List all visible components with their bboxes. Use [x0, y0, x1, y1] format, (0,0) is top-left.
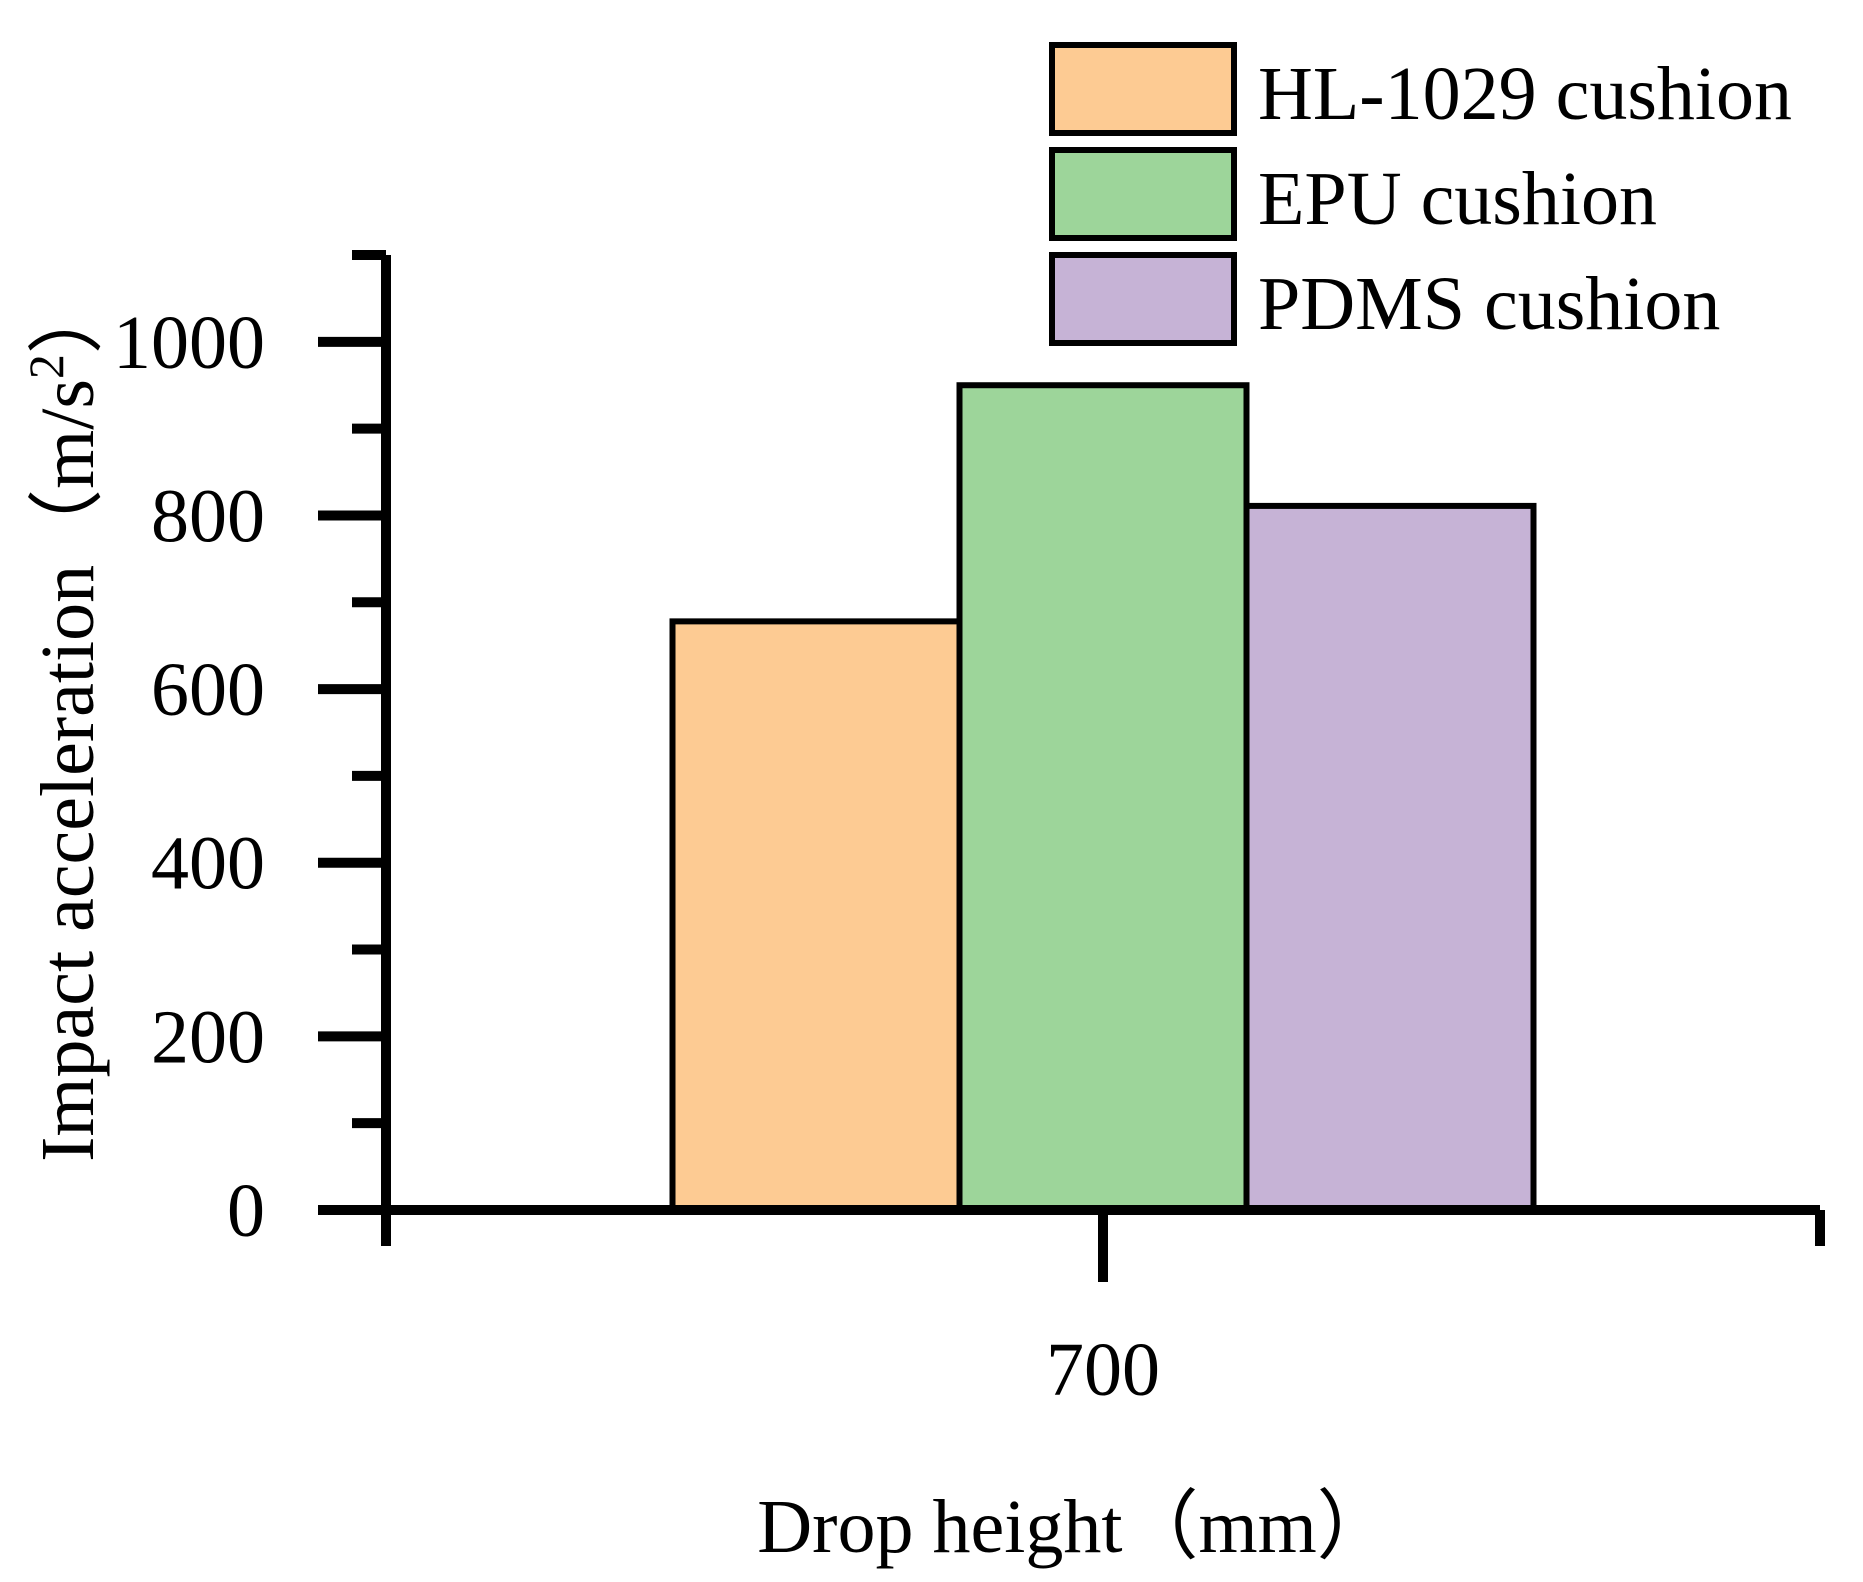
axes-layer	[318, 250, 1825, 1282]
y-tick-label: 400	[151, 822, 265, 906]
labels-layer: 700 0 200 400 600 800 1000	[113, 301, 1160, 1412]
bar-pdms-cushion	[1243, 502, 1537, 1213]
legend-label-hl-1029-cushion: HL-1029 cushion	[1258, 52, 1792, 136]
y-tick-label: 1000	[113, 301, 265, 385]
y-axis-title-close: ）	[26, 278, 110, 354]
legend-swatch-hl-1029-cushion	[1049, 42, 1237, 136]
legend-label-epu-cushion: EPU cushion	[1258, 157, 1657, 241]
y-tick-label: 200	[151, 995, 265, 1079]
bar-hl-1029-cushion	[669, 618, 963, 1213]
y-axis-title-superscript: 2	[18, 354, 74, 379]
legend-swatch-pdms-cushion	[1049, 252, 1237, 346]
y-axis-title: Impact acceleration（m/s2）	[18, 278, 110, 1162]
legend: HL-1029 cushion EPU cushion PDMS cushion	[1049, 42, 1792, 346]
bars-layer	[669, 382, 1537, 1213]
y-tick-label: 0	[227, 1169, 265, 1253]
legend-label-pdms-cushion: PDMS cushion	[1258, 262, 1720, 346]
legend-swatch-epu-cushion	[1049, 147, 1237, 241]
x-axis-title: Drop height（mm）	[757, 1485, 1392, 1569]
x-tick-label: 700	[1046, 1328, 1160, 1412]
y-tick-label: 800	[151, 474, 265, 558]
bar-epu-cushion	[956, 382, 1250, 1213]
y-tick-label: 600	[151, 648, 265, 732]
y-axis-title-main: Impact acceleration（m/s	[26, 379, 110, 1162]
